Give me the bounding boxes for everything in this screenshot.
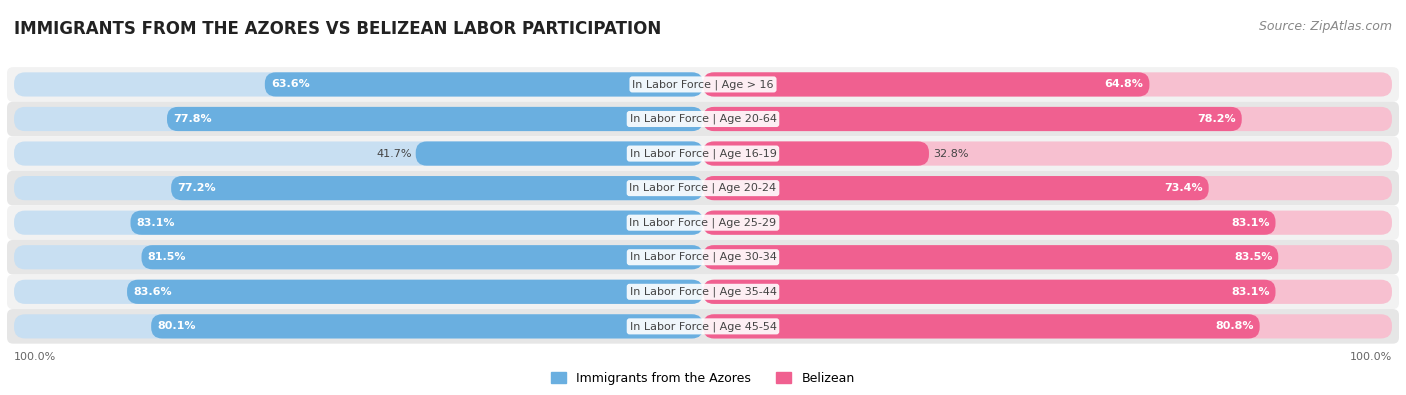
- FancyBboxPatch shape: [7, 309, 1399, 344]
- FancyBboxPatch shape: [703, 141, 929, 166]
- Text: 64.8%: 64.8%: [1105, 79, 1143, 89]
- Text: 83.1%: 83.1%: [136, 218, 174, 228]
- FancyBboxPatch shape: [14, 211, 703, 235]
- Text: 80.8%: 80.8%: [1215, 322, 1254, 331]
- FancyBboxPatch shape: [172, 176, 703, 200]
- Text: In Labor Force | Age 35-44: In Labor Force | Age 35-44: [630, 286, 776, 297]
- Text: 73.4%: 73.4%: [1164, 183, 1202, 193]
- FancyBboxPatch shape: [7, 102, 1399, 136]
- Text: 63.6%: 63.6%: [271, 79, 309, 89]
- Text: In Labor Force | Age > 16: In Labor Force | Age > 16: [633, 79, 773, 90]
- FancyBboxPatch shape: [703, 72, 1150, 96]
- Text: In Labor Force | Age 45-54: In Labor Force | Age 45-54: [630, 321, 776, 332]
- FancyBboxPatch shape: [703, 245, 1392, 269]
- FancyBboxPatch shape: [416, 141, 703, 166]
- FancyBboxPatch shape: [703, 72, 1392, 96]
- FancyBboxPatch shape: [14, 176, 703, 200]
- FancyBboxPatch shape: [703, 314, 1260, 339]
- FancyBboxPatch shape: [703, 314, 1392, 339]
- Text: 100.0%: 100.0%: [14, 352, 56, 361]
- FancyBboxPatch shape: [703, 107, 1241, 131]
- FancyBboxPatch shape: [703, 245, 1278, 269]
- FancyBboxPatch shape: [7, 171, 1399, 205]
- Text: 77.8%: 77.8%: [173, 114, 212, 124]
- FancyBboxPatch shape: [127, 280, 703, 304]
- FancyBboxPatch shape: [14, 107, 703, 131]
- Text: Source: ZipAtlas.com: Source: ZipAtlas.com: [1258, 20, 1392, 33]
- FancyBboxPatch shape: [703, 176, 1392, 200]
- Text: In Labor Force | Age 16-19: In Labor Force | Age 16-19: [630, 148, 776, 159]
- FancyBboxPatch shape: [152, 314, 703, 339]
- FancyBboxPatch shape: [7, 136, 1399, 171]
- Text: IMMIGRANTS FROM THE AZORES VS BELIZEAN LABOR PARTICIPATION: IMMIGRANTS FROM THE AZORES VS BELIZEAN L…: [14, 20, 661, 38]
- FancyBboxPatch shape: [14, 245, 703, 269]
- FancyBboxPatch shape: [167, 107, 703, 131]
- Text: 80.1%: 80.1%: [157, 322, 195, 331]
- FancyBboxPatch shape: [7, 67, 1399, 102]
- FancyBboxPatch shape: [703, 280, 1275, 304]
- Text: In Labor Force | Age 20-64: In Labor Force | Age 20-64: [630, 114, 776, 124]
- FancyBboxPatch shape: [14, 314, 703, 339]
- Text: In Labor Force | Age 20-24: In Labor Force | Age 20-24: [630, 183, 776, 194]
- Text: 100.0%: 100.0%: [1350, 352, 1392, 361]
- FancyBboxPatch shape: [131, 211, 703, 235]
- Text: 32.8%: 32.8%: [934, 149, 969, 158]
- Text: 83.1%: 83.1%: [1232, 287, 1270, 297]
- Text: 83.5%: 83.5%: [1234, 252, 1272, 262]
- Text: 78.2%: 78.2%: [1197, 114, 1236, 124]
- FancyBboxPatch shape: [7, 240, 1399, 275]
- Legend: Immigrants from the Azores, Belizean: Immigrants from the Azores, Belizean: [551, 372, 855, 385]
- FancyBboxPatch shape: [14, 141, 703, 166]
- Text: 41.7%: 41.7%: [377, 149, 412, 158]
- FancyBboxPatch shape: [142, 245, 703, 269]
- FancyBboxPatch shape: [14, 280, 703, 304]
- Text: 77.2%: 77.2%: [177, 183, 215, 193]
- FancyBboxPatch shape: [703, 107, 1392, 131]
- Text: In Labor Force | Age 30-34: In Labor Force | Age 30-34: [630, 252, 776, 263]
- Text: 83.1%: 83.1%: [1232, 218, 1270, 228]
- FancyBboxPatch shape: [703, 141, 1392, 166]
- FancyBboxPatch shape: [703, 176, 1209, 200]
- FancyBboxPatch shape: [703, 280, 1392, 304]
- FancyBboxPatch shape: [703, 211, 1392, 235]
- Text: In Labor Force | Age 25-29: In Labor Force | Age 25-29: [630, 217, 776, 228]
- FancyBboxPatch shape: [264, 72, 703, 96]
- FancyBboxPatch shape: [14, 72, 703, 96]
- FancyBboxPatch shape: [7, 205, 1399, 240]
- FancyBboxPatch shape: [7, 275, 1399, 309]
- Text: 83.6%: 83.6%: [134, 287, 172, 297]
- FancyBboxPatch shape: [703, 211, 1275, 235]
- Text: 81.5%: 81.5%: [148, 252, 186, 262]
